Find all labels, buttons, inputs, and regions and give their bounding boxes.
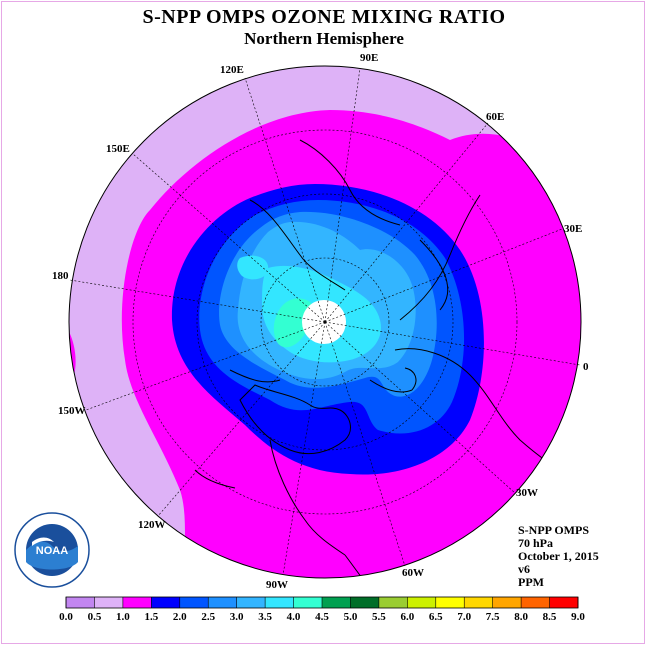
meridian-30e — [324, 228, 563, 323]
logo-wave — [26, 541, 78, 570]
colorbar: 0.0 0.5 1.0 1.5 2.0 2.5 3.0 3.5 4.0 4.5 5.0 5.5 6.0 6… — [59, 596, 585, 623]
meridian-0 — [324, 321, 581, 366]
meridian-90e — [324, 67, 361, 323]
lon-label-60e: 60E — [486, 111, 504, 123]
parallel-80 — [260, 257, 390, 387]
meridian-120w — [157, 321, 326, 517]
ozone-field — [69, 66, 581, 578]
colorbar-swatch — [293, 597, 323, 608]
meridian-60e — [324, 122, 489, 323]
colorbar-swatch — [208, 597, 237, 608]
colorbar-tick-label: 7.5 — [486, 611, 500, 623]
colorbar-tick-label: 1.5 — [144, 611, 158, 623]
meridian-180 — [69, 279, 326, 323]
colorbar-swatch — [492, 597, 522, 608]
colorbar-tick-label: 8.5 — [543, 611, 557, 623]
colorbar-tick-label: 2.0 — [173, 611, 187, 623]
meridian-150e — [132, 153, 326, 323]
info-units: PPM — [518, 575, 544, 589]
lon-label-120e: 120E — [220, 64, 244, 76]
colorbar-swatch — [521, 597, 550, 608]
lon-label-150w: 150W — [58, 405, 86, 417]
band-3-5-patch — [237, 255, 269, 280]
colorbar-swatch — [350, 597, 380, 608]
parallel-60 — [196, 193, 454, 451]
colorbar-tick-label: 2.5 — [201, 611, 215, 623]
colorbar-tick-label: 5.0 — [344, 611, 358, 623]
colorbar-tick-label: 3.0 — [230, 611, 244, 623]
parallel-40 — [132, 129, 518, 515]
info-instrument: S-NPP OMPS — [518, 523, 589, 537]
logo-text: NOAA — [36, 545, 68, 557]
colorbar-tick-label: 4.0 — [287, 611, 301, 623]
longitude-labels: 90E 60E 30E 0 30W 60W 90W 120W 150W 180 … — [52, 52, 589, 591]
colorbar-tick-label: 5.5 — [372, 611, 386, 623]
colorbar-tick-label: 4.5 — [315, 611, 329, 623]
info-panel: S-NPP OMPS 70 hPa October 1, 2015 v6 PPM — [518, 524, 599, 589]
map-subtitle: Northern Hemisphere — [244, 29, 404, 48]
colorbar-swatch — [94, 597, 124, 608]
colorbar-swatch — [378, 597, 408, 608]
colorbar-swatch — [322, 597, 351, 608]
meridian-60w — [324, 321, 406, 567]
colorbar-ticks: 0.0 0.5 1.0 1.5 2.0 2.5 3.0 3.5 4.0 4.5 5.0 5.5 6.0 6… — [59, 611, 585, 623]
map-title: S-NPP OMPS OZONE MIXING RATIO — [142, 6, 506, 28]
colorbar-swatches — [65, 596, 579, 609]
colorbar-swatch — [66, 597, 95, 608]
colorbar-swatch — [435, 597, 465, 608]
colorbar-tick-label: 8.0 — [514, 611, 528, 623]
globe-outline — [68, 65, 582, 579]
colorbar-tick-label: 0.0 — [59, 611, 73, 623]
colorbar-tick-label: 6.5 — [429, 611, 443, 623]
lon-label-30w: 30W — [516, 487, 538, 499]
meridian-30w — [324, 321, 516, 494]
colorbar-tick-label: 9.0 — [571, 611, 585, 623]
colorbar-swatch — [464, 597, 493, 608]
colorbar-swatch — [179, 597, 209, 608]
colorbar-tick-label: 3.5 — [258, 611, 272, 623]
colorbar-swatch — [407, 597, 437, 608]
colorbar-swatch — [236, 597, 266, 608]
info-version: v6 — [518, 562, 530, 576]
logo-bird — [32, 537, 54, 546]
lon-label-0: 0 — [583, 361, 589, 373]
colorbar-swatch — [265, 597, 294, 608]
noaa-logo: NOAA — [14, 512, 90, 588]
lon-label-180: 180 — [52, 270, 69, 282]
lon-label-30e: 30E — [564, 223, 582, 235]
band-4-0 — [273, 298, 314, 348]
graticule — [69, 67, 581, 576]
lon-label-90w: 90W — [266, 579, 288, 591]
meridian-120e — [244, 77, 326, 323]
colorbar-swatch — [122, 597, 152, 608]
colorbar-swatch — [549, 597, 579, 608]
colorbar-swatch — [151, 597, 181, 608]
lon-label-90e: 90E — [360, 52, 378, 64]
meridian-150w — [85, 321, 326, 411]
colorbar-tick-label: 1.0 — [116, 611, 130, 623]
meridian-90w — [282, 321, 326, 576]
colorbar-tick-label: 7.0 — [457, 611, 471, 623]
lon-label-150e: 150E — [106, 143, 130, 155]
colorbar-tick-label: 0.5 — [88, 611, 102, 623]
colorbar-tick-label: 6.0 — [400, 611, 414, 623]
lon-label-60w: 60W — [402, 567, 424, 579]
lon-label-120w: 120W — [138, 519, 166, 531]
info-date: October 1, 2015 — [518, 549, 599, 563]
info-level: 70 hPa — [518, 536, 554, 550]
